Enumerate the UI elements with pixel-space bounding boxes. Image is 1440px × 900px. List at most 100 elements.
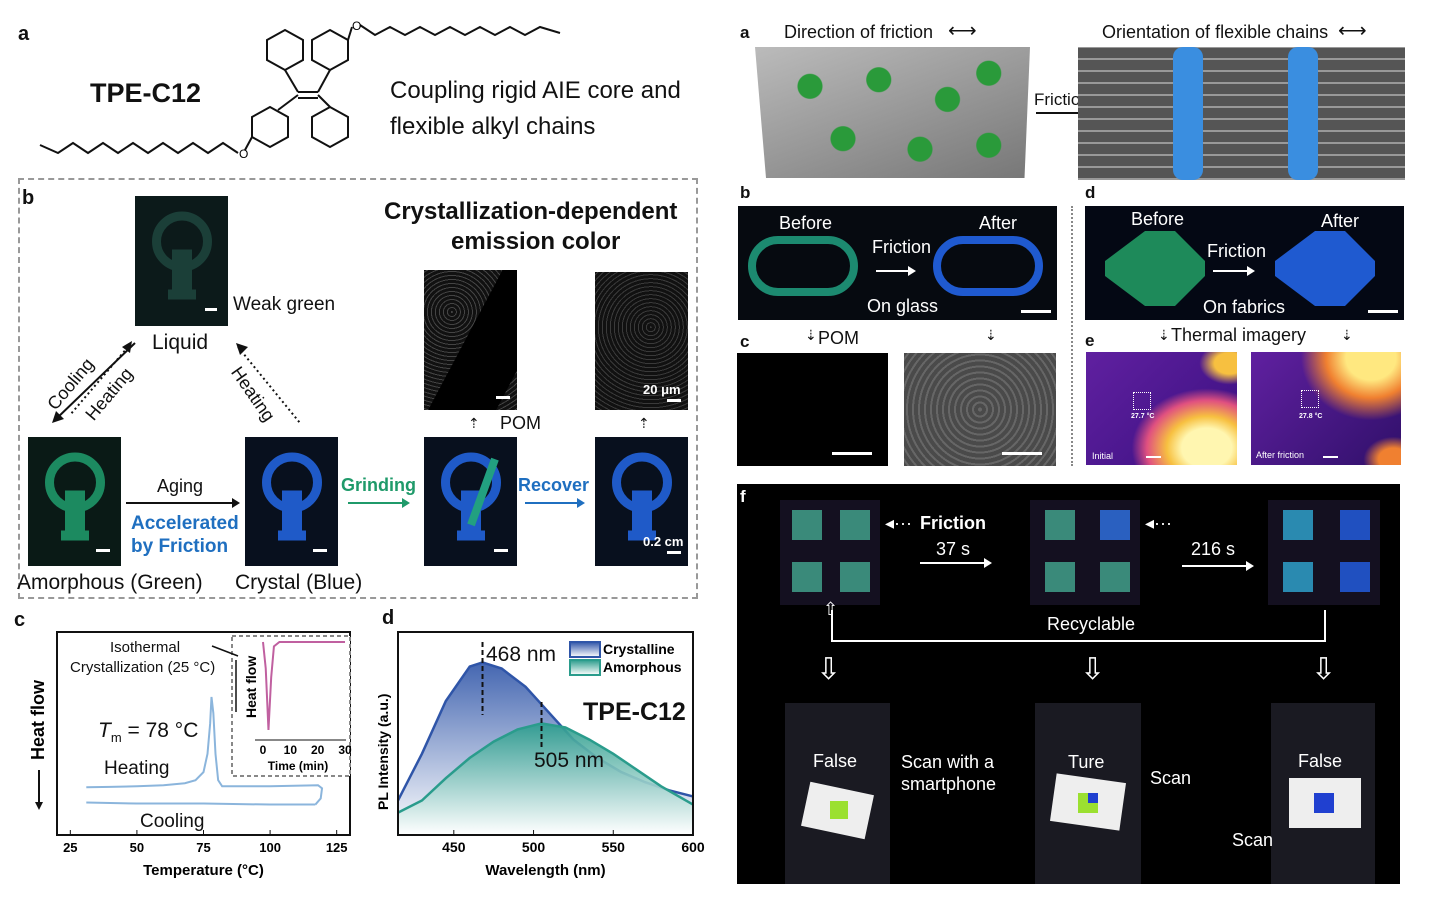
dsc-curve-heating <box>86 696 324 806</box>
caption-line2: flexible alkyl chains <box>390 113 596 140</box>
x-tick-label: 25 <box>63 840 77 855</box>
down-arrow-icon: ⇣ <box>985 327 997 343</box>
on-fabrics-label: On fabrics <box>1203 297 1286 317</box>
pattern-216s <box>1268 500 1380 605</box>
panel-label-a: a <box>18 23 30 45</box>
right-panel-label-c: c <box>740 332 750 351</box>
inset-curve <box>262 641 345 731</box>
arrow-216s <box>1182 561 1254 571</box>
caption-line1: Coupling rigid AIE core and <box>390 77 681 104</box>
thermal-initial-image: 27.7 °C Initial <box>1086 352 1237 465</box>
dsc-chart: 25 50 75 100 125 Temperature (°C) Heat flow 0 10… <box>28 631 352 879</box>
scan-phone-2: smartphone <box>901 774 997 794</box>
right-panel-label-b: b <box>740 183 751 202</box>
after-label: After <box>1321 211 1360 231</box>
scan-label: Scan <box>1150 768 1192 788</box>
inset-x-tick-label: 30 <box>338 743 352 757</box>
recyclable-label: Recyclable <box>1047 614 1136 634</box>
inset-x-tick-label: 20 <box>311 743 325 757</box>
false-label: False <box>813 751 858 771</box>
y-axis-arrowhead <box>35 802 43 810</box>
isothermal-label: Isothermal <box>110 639 181 656</box>
liquid-label: Liquid <box>152 331 209 354</box>
legend-swatch <box>569 659 601 676</box>
down-arrow-icon: ⇣ <box>1341 327 1353 343</box>
time-37s: 37 s <box>936 539 971 559</box>
oxygen-atom: O <box>239 147 248 161</box>
inset-frame <box>231 635 351 777</box>
panel-label-b: b <box>22 187 35 209</box>
temp-after: 27.8 °C <box>1299 413 1323 420</box>
phenyl-ring <box>311 105 349 149</box>
aging-arrow <box>126 498 240 508</box>
ground-image <box>424 437 517 566</box>
ture-label: Ture <box>1068 752 1105 772</box>
after-label: After <box>979 213 1018 233</box>
thermal-after-image: 27.8 °C After friction <box>1251 352 1401 465</box>
down-arrow-icon: ⇩ <box>816 653 842 686</box>
dsc-curve-cooling <box>86 801 316 806</box>
tm-sub: m <box>110 730 122 746</box>
pom-label: POM <box>500 413 542 433</box>
transition-arrows <box>52 341 301 424</box>
glass-image <box>738 206 1057 320</box>
x-tick-label: 600 <box>681 839 705 855</box>
friction-arrow <box>1213 266 1255 276</box>
friction-arrow <box>876 266 916 276</box>
friction-label: Friction <box>872 237 932 257</box>
inset-y-label: Heat flow <box>243 656 259 718</box>
scan-phone-1: Scan with a <box>901 752 995 772</box>
pom-image-recovered: 20 μm <box>595 272 688 410</box>
peak-468-label: 468 nm <box>486 643 557 666</box>
area-amorphous <box>398 723 693 835</box>
recycle-loop <box>831 610 1326 642</box>
molecule-structure: O O <box>39 19 561 161</box>
divider <box>1071 206 1073 466</box>
after-friction-label: After friction <box>1256 450 1305 460</box>
crystal-label: Crystal (Blue) <box>235 571 363 594</box>
x-tick-label: 125 <box>326 840 348 855</box>
pattern-initial <box>780 500 880 605</box>
pom-before-image <box>737 353 888 466</box>
down-arrow-icon: ⇣ <box>1158 327 1170 343</box>
cooling-curve-label: Cooling <box>140 811 205 832</box>
recover-arrow <box>525 498 585 508</box>
phenyl-ring <box>311 28 349 72</box>
false-label: False <box>1298 751 1343 771</box>
panel-b-title-2: emission color <box>451 228 621 255</box>
fabric-image <box>1085 206 1404 320</box>
pointer-arrow <box>211 645 239 657</box>
x-tick-label: 100 <box>259 840 281 855</box>
panel-label-d: d <box>382 607 395 629</box>
pom-image-ground <box>424 270 517 410</box>
scale-um: 20 μm <box>643 382 681 397</box>
pattern-37s <box>1030 500 1140 605</box>
grinding-arrow <box>348 498 410 508</box>
x-tick-label: 550 <box>602 839 626 855</box>
direction-label: Direction of friction <box>784 22 934 42</box>
tm-symbol: T <box>98 719 111 742</box>
x-tick-label: 500 <box>522 839 546 855</box>
orientation-label: Orientation of flexible chains <box>1102 22 1329 42</box>
crystal-image <box>245 437 338 566</box>
friction-arrow <box>1036 108 1086 118</box>
y-axis-label: Heat flow <box>28 679 48 760</box>
by-friction-label: by Friction <box>131 536 229 557</box>
legend-swatch <box>569 641 601 658</box>
x-axis-label: Wavelength (nm) <box>485 862 605 879</box>
amorphous-image <box>28 437 121 566</box>
inset-x-tick-label: 10 <box>284 743 298 757</box>
right-panel-label-e: e <box>1085 331 1095 350</box>
legend-label: Crystalline <box>603 641 675 657</box>
inset-x-tick-label: 0 <box>260 743 267 757</box>
pl-chart: 450 500 550 600 Wavelength (nm) PL Intensity … <box>375 631 705 879</box>
compound-name: TPE-C12 <box>90 78 202 108</box>
recovered-image: 0.2 cm <box>595 437 688 566</box>
friction-label: Friction <box>1034 90 1090 109</box>
random-chains-render <box>755 47 1030 178</box>
accelerated-label: Accelerated <box>131 513 239 534</box>
panel-b-title-1: Crystallization-dependent <box>384 198 678 225</box>
temp-initial: 27.7 °C <box>1131 413 1155 420</box>
x-tick-label: 450 <box>442 839 466 855</box>
grinding-label: Grinding <box>341 475 416 495</box>
